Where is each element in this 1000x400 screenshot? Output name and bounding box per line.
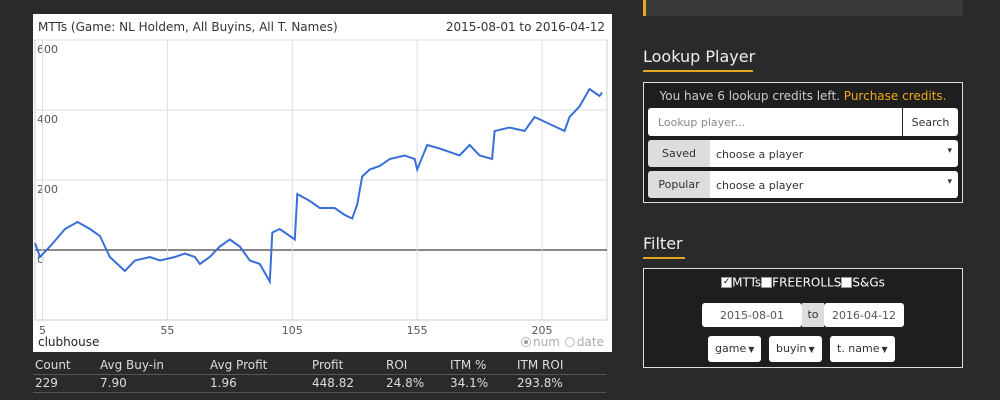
stats-cell: 34.1% xyxy=(450,376,489,390)
y-tick-label: 400 xyxy=(37,113,58,126)
stats-cell: 1.96 xyxy=(210,376,237,390)
date-from[interactable]: 2015-08-01 xyxy=(702,303,802,327)
stats-header-cell: Profit xyxy=(312,358,344,372)
filter-heading: Filter xyxy=(643,234,683,253)
radio-label: num xyxy=(533,335,560,349)
stats-header-cell: Avg Profit xyxy=(210,358,268,372)
stats-cell: 448.82 xyxy=(312,376,354,390)
stats-header: Count Avg Buy-in Avg Profit Profit ROI ITM % I… xyxy=(33,357,606,375)
row-label: Popular xyxy=(648,171,710,198)
lookup-box: You have 6 lookup credits left. Purchase… xyxy=(643,82,963,203)
dropdown-button[interactable]: game ▼ xyxy=(708,336,762,362)
select-caret: ▾ xyxy=(947,177,952,187)
row-label: Saved xyxy=(648,140,710,167)
dropdown-label: t. name xyxy=(837,342,880,355)
radio[interactable] xyxy=(564,337,575,347)
stats-cell: 229 xyxy=(35,376,58,390)
dropdown-caret: ▼ xyxy=(881,345,888,354)
y-tick-label: 600 xyxy=(37,43,58,56)
x-tick-label: 5 xyxy=(39,324,46,337)
stats-header-cell: Count xyxy=(35,358,71,372)
dropdown-caret: ▼ xyxy=(808,345,815,354)
top-panel xyxy=(643,0,963,16)
stats-header-cell: Avg Buy-in xyxy=(100,358,165,372)
select-caret: ▾ xyxy=(947,146,952,156)
date-to[interactable]: 2016-04-12 xyxy=(824,303,904,327)
checkbox[interactable] xyxy=(761,277,773,288)
purchase-link[interactable]: Purchase credits. xyxy=(843,89,947,103)
x-tick-label: 205 xyxy=(532,324,553,337)
stats-cell: 7.90 xyxy=(100,376,127,390)
heading-underline xyxy=(643,257,685,259)
checkbox-label: FREEROLLS xyxy=(772,275,842,290)
select-text: choose a player xyxy=(716,179,804,192)
radio-label: date xyxy=(577,335,604,349)
watermark: clubhouse xyxy=(38,335,99,349)
search-button[interactable]: Search xyxy=(903,108,958,136)
checkbox-row: ✓ MTTs FREEROLLS S&Gs xyxy=(644,275,962,290)
stats-header-cell: ITM ROI xyxy=(517,358,564,372)
stats-cell: 24.8% xyxy=(386,376,425,390)
chart: MTTs (Game: NL Holdem, All Buyins, All T… xyxy=(33,14,612,352)
stats-header-cell: ROI xyxy=(386,358,408,372)
checkbox[interactable]: ✓ xyxy=(721,277,733,288)
date-separator: to xyxy=(802,303,824,327)
chart-title: MTTs (Game: NL Holdem, All Buyins, All T… xyxy=(38,20,338,34)
dropdown-label: game xyxy=(715,342,747,355)
date-range: 2015-08-01 to 2016-04-12 xyxy=(446,20,605,34)
dropdown-caret: ▼ xyxy=(748,345,755,354)
dropdown-button[interactable]: buyin ▼ xyxy=(769,336,822,362)
radio-dot xyxy=(524,340,528,344)
player-select[interactable]: choose a player ▾ xyxy=(710,171,958,198)
credits-line: You have 6 lookup credits left. Purchase… xyxy=(644,89,962,103)
checkbox[interactable] xyxy=(841,277,853,288)
player-select[interactable]: choose a player ▾ xyxy=(710,140,958,167)
dropdown-label: buyin xyxy=(776,342,807,355)
stats-cell: 293.8% xyxy=(517,376,563,390)
x-tick-label: 105 xyxy=(282,324,303,337)
x-tick-label: 55 xyxy=(160,324,174,337)
y-tick-label: 0 xyxy=(37,253,44,266)
lookup-heading: Lookup Player xyxy=(643,47,756,66)
y-tick-label: 200 xyxy=(37,183,58,196)
select-text: choose a player xyxy=(716,148,804,161)
heading-underline xyxy=(643,70,753,72)
stats-header-cell: ITM % xyxy=(450,358,487,372)
player-input[interactable]: Lookup player... xyxy=(648,108,902,136)
filter-box: ✓ MTTs FREEROLLS S&Gs 2015-08-01 to 2016-04… xyxy=(643,268,963,368)
credits-text: You have 6 lookup credits left. xyxy=(659,89,840,103)
dropdown-button[interactable]: t. name ▼ xyxy=(830,336,895,362)
checkbox-label: S&Gs xyxy=(852,275,885,290)
stats-table: Count Avg Buy-in Avg Profit Profit ROI ITM % I… xyxy=(33,357,606,393)
stats-row: 229 7.90 1.96 448.82 24.8% 34.1% 293.8% xyxy=(33,375,606,393)
x-tick-label: 155 xyxy=(407,324,428,337)
checkbox-label: MTTs xyxy=(732,275,762,290)
profit-line xyxy=(34,87,603,285)
